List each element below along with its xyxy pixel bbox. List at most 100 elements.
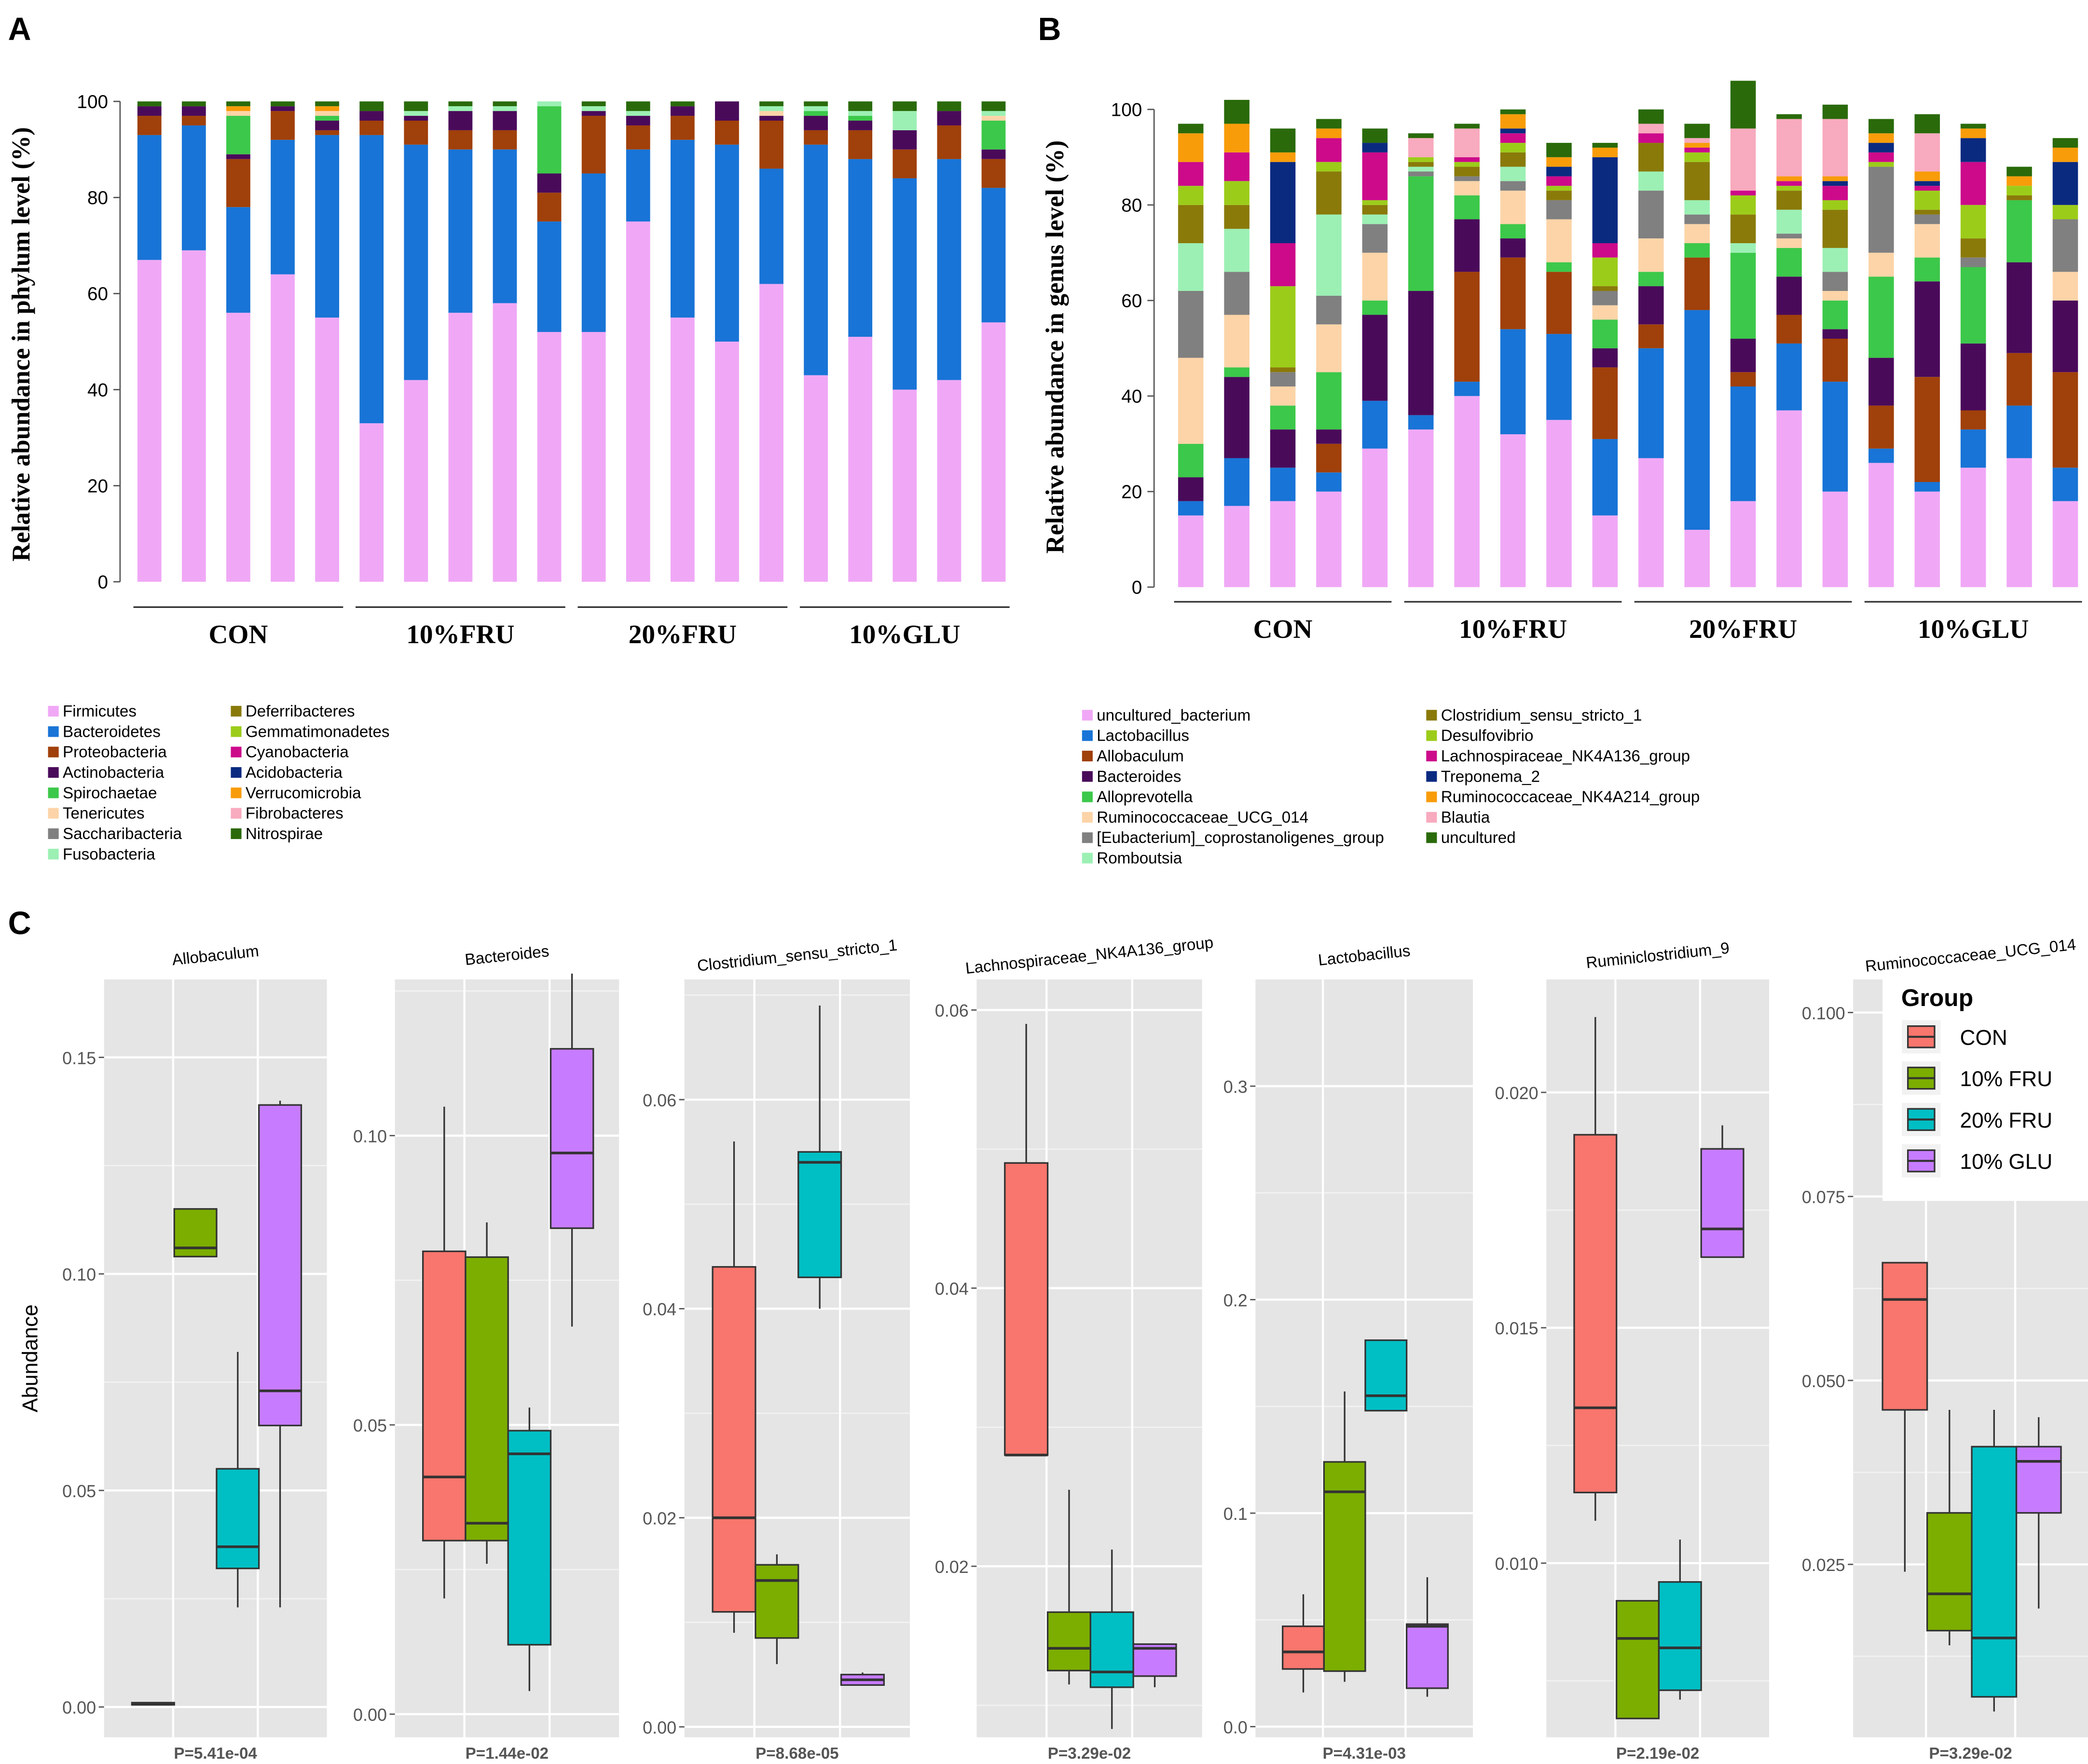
legend-label: Treponema_2 (1441, 768, 1540, 786)
bar-segment-ruminococcaceae_ucg_014 (1270, 386, 1296, 406)
legend-label: Bacteroidetes (63, 723, 161, 741)
bar-segment-allobaculum (1500, 257, 1526, 330)
legend-swatch (48, 726, 59, 737)
legend-label: Romboutsia (1097, 850, 1182, 868)
bar-segment-bacteroidetes (448, 149, 473, 313)
bar-segment-spirochaetae (315, 116, 339, 121)
bar-segment-nitrospirae (493, 101, 517, 107)
bar-segment-alloprevotella (1362, 300, 1388, 315)
bar-segment-bacteroides (1730, 339, 1756, 372)
bar-segment-treponema_2 (1500, 128, 1526, 134)
y-tick-label: 0 (1132, 578, 1142, 598)
y-tick-label: 0.025 (1802, 1555, 1845, 1575)
bar-segment-allobaculum (1592, 367, 1618, 439)
bar-segment-treponema_2 (1914, 181, 1940, 186)
bar-segment-ruminococcaceae_ucg_014 (1224, 315, 1250, 368)
box (422, 1250, 467, 1542)
legend-swatch (1426, 710, 1437, 721)
box (1364, 1339, 1408, 1412)
y-tick-label: 80 (87, 188, 108, 208)
bar-segment-treponema_2 (1270, 162, 1296, 243)
legend-label: Desulfovibrio (1441, 727, 1534, 745)
bar-segment-firmicutes (537, 332, 562, 582)
bar-segment-desulfovibrio (1960, 205, 1986, 239)
group-label: CON (208, 620, 268, 649)
bar-segment-proteobacteria (804, 130, 828, 145)
legend-swatch (48, 705, 59, 717)
bar-segment-actinobacteria (626, 116, 650, 125)
y-tick-label: 40 (87, 380, 108, 400)
bar-segment-allobaculum (1914, 377, 1940, 482)
bar-segment-lachnospiraceae_nk4a136_group (1178, 162, 1204, 186)
p-value: P=5.41e-04 (174, 1745, 257, 1763)
legend-label: Clostridium_sensu_stricto_1 (1441, 706, 1642, 724)
bar-segment-ruminococcaceae_ucg_014 (1362, 252, 1388, 301)
bar-segment-alloprevotella (1592, 319, 1618, 348)
bar-segment-actinobacteria (715, 101, 739, 121)
bar-segment-[eubacterium]_coprostanoligenes_group (1224, 272, 1250, 315)
bar-segment-spirochaetae (848, 116, 873, 121)
bar-segment-nitrospirae (893, 101, 917, 111)
bar-segment-desulfovibrio (1546, 186, 1572, 191)
box (507, 1430, 552, 1646)
bar-segment-[eubacterium]_coprostanoligenes_group (1592, 290, 1618, 305)
bar-segment-actinobacteria (537, 173, 562, 193)
y-tick-label: 0.020 (1495, 1083, 1539, 1103)
bar-segment-lachnospiraceae_nk4a136_group (1316, 138, 1342, 162)
legend-label: Ruminococcaceae_NK4A214_group (1441, 788, 1700, 806)
bar-segment-clostridium_sensu_stricto_1 (1776, 191, 1802, 210)
bar-segment-blautia (1408, 138, 1434, 157)
legend-label: Acidobacteria (246, 764, 343, 782)
bar-segment-nitrospirae (137, 101, 162, 107)
bar-segment-desulfovibrio (1408, 157, 1434, 162)
bar-segment-alloprevotella (1776, 248, 1802, 277)
legend-swatch (1426, 832, 1437, 843)
bar-segment-lachnospiraceae_nk4a136_group (1546, 176, 1572, 186)
bar-segment-uncultured_bacterium (2006, 458, 2032, 587)
bar-segment-uncultured (1408, 133, 1434, 138)
legend-label: Proteobacteria (63, 744, 167, 761)
bar-segment-desulfovibrio (1914, 191, 1940, 210)
bar-segment-treponema_2 (1960, 138, 1986, 162)
bar-segment-blautia (1822, 119, 1848, 177)
bar-segment-lactobacillus (1776, 343, 1802, 411)
bar-segment-nitrospirae (359, 101, 384, 111)
bar-segment-tenericutes (315, 111, 339, 116)
bar-segment-uncultured_bacterium (1822, 491, 1848, 587)
bar-segment-lachnospiraceae_nk4a136_group (1638, 133, 1664, 143)
bar-segment-allobaculum (1960, 410, 1986, 430)
bar-segment-clostridium_sensu_stricto_1 (1684, 162, 1710, 200)
bar-segment-proteobacteria (670, 116, 695, 140)
legend-swatch (48, 849, 59, 860)
bar-segment-lactobacillus (1684, 310, 1710, 530)
bar-segment-lactobacillus (2006, 405, 2032, 458)
legend-swatch (231, 828, 242, 839)
bar-segment-clostridium_sensu_stricto_1 (1454, 166, 1480, 177)
box (2015, 1446, 2062, 1514)
bar-segment-ruminococcaceae_nk4a214_group (1592, 147, 1618, 157)
legend-swatch (1426, 771, 1437, 782)
bar-segment-bacteroidetes (893, 178, 917, 390)
bar-segment-lactobacillus (1408, 415, 1434, 430)
bar-segment-lactobacillus (1730, 386, 1756, 501)
y-tick-label: 80 (1121, 195, 1142, 216)
bar-segment-ruminococcaceae_nk4a214_group (1500, 114, 1526, 129)
p-value: P=1.44e-02 (466, 1745, 549, 1763)
bar-segment-lachnospiraceae_nk4a136_group (1362, 152, 1388, 200)
group-label: 20%FRU (629, 620, 737, 649)
bar-segment-[eubacterium]_coprostanoligenes_group (1776, 234, 1802, 239)
bar-segment-romboutsia (1638, 171, 1664, 191)
box (1882, 1262, 1928, 1411)
bar-segment-lactobacillus (1224, 458, 1250, 506)
bar-segment-ruminococcaceae_ucg_014 (1822, 290, 1848, 301)
bar-segment-uncultured (1362, 128, 1388, 143)
bar-segment-actinobacteria (359, 111, 384, 121)
bar-segment-clostridium_sensu_stricto_1 (2006, 195, 2032, 200)
bar-segment-firmicutes (848, 337, 873, 582)
p-value: P=8.68e-05 (756, 1745, 838, 1763)
panel-a-ylabel: Relative abundance in phylum level (%) (7, 127, 35, 561)
y-tick-label: 60 (87, 284, 108, 304)
legend-swatch (1426, 730, 1437, 741)
bar-segment-nitrospirae (404, 101, 428, 111)
